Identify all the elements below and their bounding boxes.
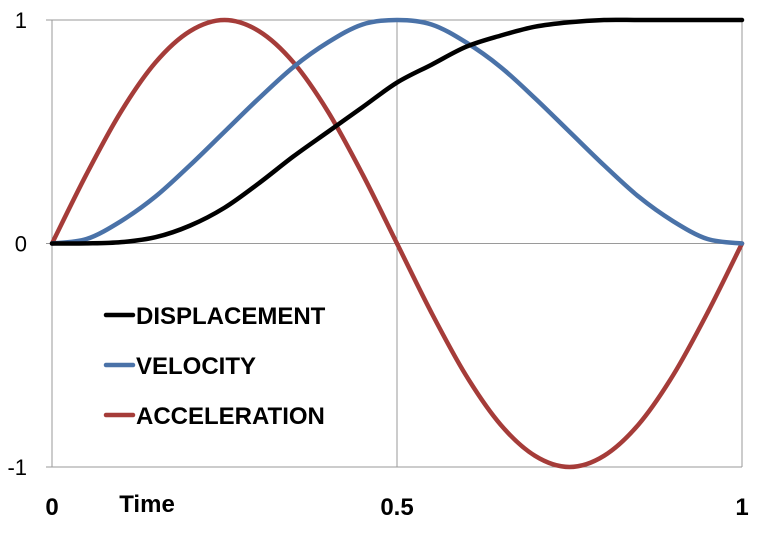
text-layer: 1 0 -1 0 0.5 1 Time [7, 8, 748, 521]
x-axis-label: Time [119, 491, 175, 518]
y-tick-label-1: -1 [7, 455, 27, 480]
series-line-acceleration [49, 17, 745, 470]
series-line-displacement [49, 17, 745, 246]
x-tick-label-0-5: 0.5 [380, 494, 413, 521]
legend-label-acceleration: ACCELERATION [136, 403, 325, 430]
legend-label-displacement: DISPLACEMENT [136, 303, 326, 330]
y-tick-label-0: 0 [15, 232, 27, 257]
y-tick-label-1: 1 [15, 8, 27, 33]
legend-label-velocity: VELOCITY [136, 353, 256, 380]
x-tick-label-0: 0 [45, 494, 58, 521]
series-layer [49, 17, 745, 470]
x-tick-label-1: 1 [735, 494, 748, 521]
series-line-velocity [49, 17, 745, 246]
legend-layer: DISPLACEMENT VELOCITY ACCELERATION [103, 303, 326, 430]
